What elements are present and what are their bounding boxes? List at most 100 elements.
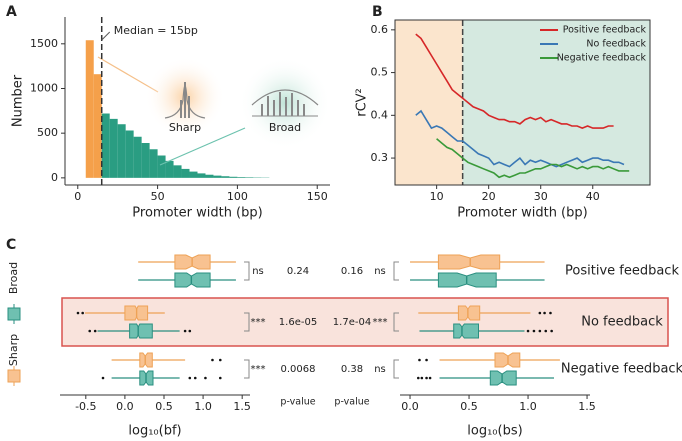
bar: [149, 149, 158, 178]
box: [139, 352, 153, 368]
inset-connector: [159, 127, 246, 166]
broad-curve: [251, 89, 319, 106]
legend-icon: [7, 307, 21, 321]
bar: [181, 168, 190, 178]
bar: [109, 118, 118, 178]
y-tick-label: 0.3: [371, 151, 389, 164]
box: [457, 305, 481, 321]
outlier: [101, 376, 105, 380]
annotation-leader: [101, 31, 111, 41]
x-tick-label: -0.5: [75, 400, 96, 413]
legend-label: Sharp: [7, 334, 20, 366]
legend-label: Broad: [7, 262, 20, 294]
bar: [221, 176, 230, 178]
x-tick-label: 0.0: [116, 400, 134, 413]
outlier: [211, 358, 214, 362]
legend-label: No feedback: [586, 39, 646, 50]
bar: [205, 174, 214, 178]
y-axis-label: Number: [11, 74, 26, 127]
y-tick-label: 1500: [30, 37, 58, 50]
x-tick-label: 0.5: [460, 400, 478, 413]
series-line: [415, 109, 625, 168]
outlier: [549, 311, 552, 315]
panel-label: C: [6, 237, 16, 253]
bar: [173, 165, 182, 178]
bar: [141, 143, 150, 178]
bar: [125, 130, 134, 178]
outlier: [193, 376, 197, 380]
y-axis-label: rCV²: [355, 88, 370, 117]
bracket: [393, 261, 399, 281]
outlier: [76, 311, 80, 315]
outlier: [425, 358, 428, 362]
outlier: [544, 329, 548, 333]
outlier: [532, 329, 536, 333]
outlier: [81, 311, 84, 315]
x-axis-label: log₁₀(bf): [128, 424, 181, 439]
x-tick-label: 10: [430, 190, 444, 203]
outlier: [543, 311, 546, 315]
sharp-region: [395, 20, 463, 185]
x-tick-label: 20: [482, 190, 496, 203]
outlier: [526, 329, 530, 333]
outlier: [416, 376, 420, 380]
series-line: [415, 33, 614, 129]
broad-bars: [261, 92, 305, 116]
significance: ns: [374, 364, 386, 375]
outlier: [218, 358, 222, 362]
highlight-box: [61, 297, 669, 347]
p-value: 0.38: [341, 364, 363, 375]
sharp-bars: [180, 82, 190, 118]
outlier: [183, 329, 187, 333]
bar: [197, 173, 206, 178]
outlier: [428, 376, 432, 380]
plot-frame: [394, 19, 651, 186]
bracket: [244, 312, 250, 332]
x-tick-label: 1.5: [233, 400, 251, 413]
bar: [93, 74, 102, 178]
bar: [101, 113, 110, 178]
box: [437, 254, 501, 270]
x-tick-label: 150: [307, 190, 328, 203]
x-tick-label: 0: [74, 190, 81, 203]
x-tick-label: 1.0: [519, 400, 537, 413]
p-value: 0.0068: [281, 364, 316, 375]
x-tick-label: 50: [151, 190, 165, 203]
bar: [229, 176, 238, 178]
y-tick-label: 500: [37, 126, 58, 139]
legend-label: Positive feedback: [563, 25, 647, 36]
outlier: [218, 376, 222, 380]
bracket: [244, 261, 250, 281]
row-label: Positive feedback: [565, 264, 679, 279]
bar: [189, 171, 198, 178]
outlier: [550, 329, 553, 333]
significance: ns: [252, 266, 264, 277]
bar: [245, 177, 254, 178]
annotation: Median = 15bp: [114, 24, 198, 37]
x-axis-label: log₁₀(bs): [467, 424, 522, 439]
x-tick-label: 0.5: [155, 400, 173, 413]
insets: Sharp Broad: [97, 56, 331, 166]
significance: ***: [251, 364, 266, 375]
y-tick-label: 0: [51, 171, 58, 184]
x-tick-label: 0.0: [401, 400, 419, 413]
x-axis-label: Promoter width (bp): [457, 206, 587, 221]
outlier: [188, 376, 192, 380]
outlier: [88, 329, 92, 333]
bracket: [393, 312, 399, 332]
p-value: 0.24: [287, 266, 309, 277]
x-axis-label: Promoter width (bp): [132, 206, 262, 221]
outlier: [93, 329, 97, 333]
box: [174, 272, 211, 288]
legend-label: Negative feedback: [557, 53, 647, 64]
panel-label: A: [6, 4, 17, 20]
significance: ns: [374, 266, 386, 277]
y-tick-label: 0.5: [371, 66, 389, 79]
stat-label: p-value: [334, 397, 369, 408]
y-tick-label: 1000: [30, 81, 58, 94]
stat-label: p-value: [280, 397, 315, 408]
series-line: [436, 138, 630, 179]
bar: [117, 124, 126, 178]
y-tick-label: 0.4: [371, 108, 389, 121]
